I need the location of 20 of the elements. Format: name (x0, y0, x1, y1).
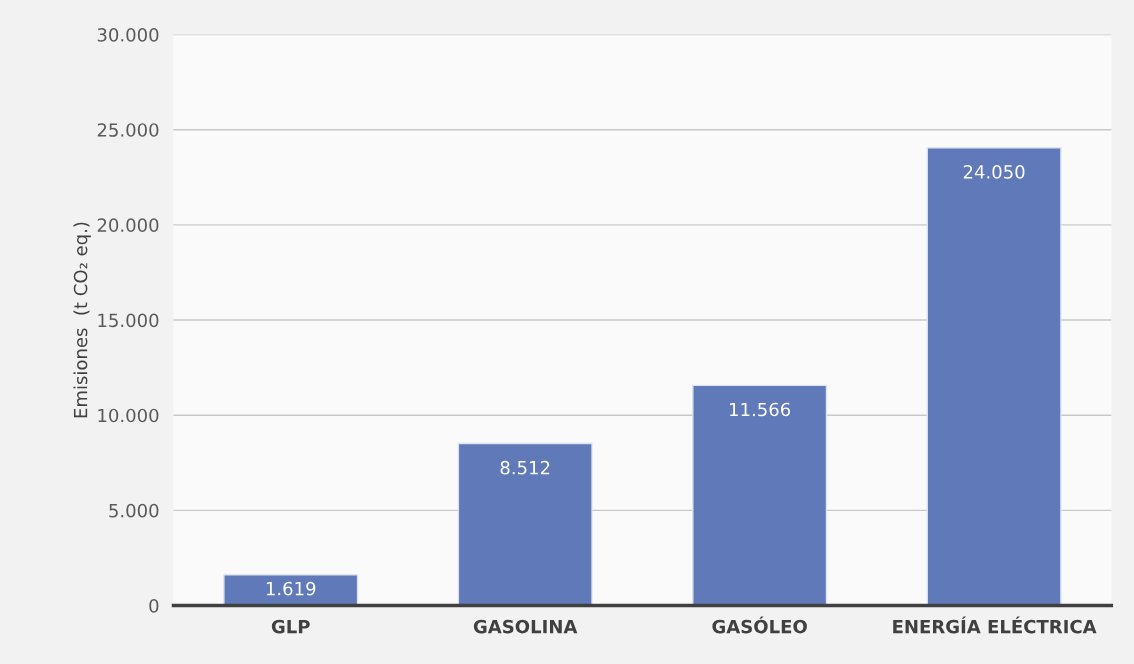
data-label: 11.566 (730, 402, 791, 417)
data-label: 1.619 (266, 581, 316, 596)
bar (457, 442, 593, 606)
y-tick-label: 15.000 (98, 313, 159, 328)
x-tick-label: ENERGÍA ELÉCTRICA (893, 616, 1097, 634)
data-label: 24.050 (963, 165, 1025, 179)
y-tick-label: 25.000 (97, 123, 159, 137)
bar (223, 574, 359, 606)
bar (926, 147, 1062, 606)
y-tick-label: 20.000 (97, 218, 159, 232)
x-tick-label: GASÓLEO (712, 616, 807, 634)
y-tick-label: 10.000 (98, 408, 159, 423)
x-tick-label: GLP (271, 619, 310, 634)
x-tick-label: GASOLINA (473, 619, 578, 634)
y-axis-title: Emisiones (t CO₂ eq.) (73, 222, 91, 418)
data-label: 8.512 (500, 460, 550, 475)
y-tick-label: 0 (149, 599, 159, 613)
bar (692, 384, 828, 606)
y-tick-label: 30.000 (97, 27, 159, 42)
y-tick-label: 5.000 (109, 503, 159, 518)
